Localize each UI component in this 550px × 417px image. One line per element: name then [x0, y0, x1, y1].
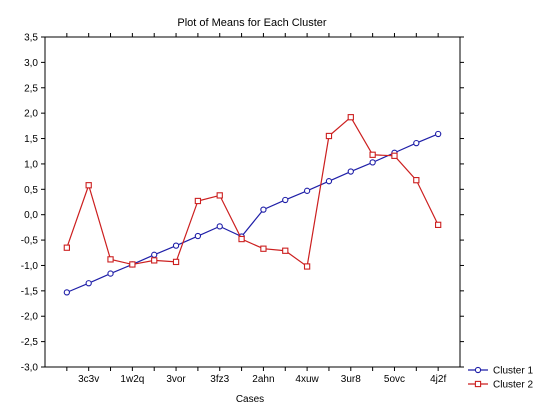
- x-axis: 3c3v 1w2q 3vor 3fz3 2ahn 4xuw 3ur8 5ovc 4j2f: [66, 33, 446, 385]
- y-tick-label: 0,5: [24, 185, 38, 196]
- x-axis-label: Cases: [236, 394, 264, 405]
- data-point-cluster-1: [172, 242, 180, 249]
- x-tick-label: 1w2q: [120, 374, 144, 385]
- data-point-cluster-2: [303, 263, 311, 270]
- data-point-cluster-1: [303, 187, 311, 194]
- data-point-cluster-2: [129, 261, 136, 268]
- series-line-1: [66, 133, 439, 293]
- data-point-cluster-1: [216, 223, 223, 230]
- data-point-cluster-2: [282, 247, 289, 254]
- x-tick-label: 4xuw: [295, 374, 319, 385]
- data-point-cluster-2: [347, 114, 354, 121]
- y-tick-label: 3,0: [24, 58, 38, 69]
- data-point-cluster-2: [369, 151, 376, 158]
- y-tick-label: 2,5: [24, 83, 38, 94]
- x-tick-label: 4j2f: [430, 374, 446, 385]
- data-point-cluster-2: [435, 221, 442, 228]
- data-point-cluster-1: [107, 270, 114, 277]
- data-point-cluster-1: [194, 232, 202, 240]
- legend-marker-2: [474, 380, 482, 388]
- legend-label-2: Cluster 2: [493, 380, 533, 391]
- y-tick-label: 1,5: [24, 134, 38, 145]
- y-tick-label: -0,5: [21, 236, 39, 247]
- x-tick-label: 5ovc: [384, 374, 405, 385]
- legend: Cluster 1 Cluster 2: [468, 366, 533, 391]
- data-point-cluster-2: [172, 258, 180, 266]
- data-point-cluster-2: [194, 197, 202, 205]
- series-line-2: [66, 116, 439, 268]
- y-tick-label: -1,5: [21, 286, 39, 297]
- data-point-cluster-1: [260, 206, 267, 213]
- data-point-cluster-1: [325, 178, 333, 185]
- data-point-cluster-2: [63, 244, 70, 251]
- plot-area: [44, 36, 461, 368]
- data-point-cluster-2: [85, 182, 92, 189]
- y-tick-label: 2,0: [24, 109, 38, 120]
- x-tick-label: 3c3v: [78, 374, 99, 385]
- data-point-cluster-2: [391, 152, 398, 159]
- x-tick-label: 3fz3: [210, 374, 229, 385]
- data-point-cluster-2: [107, 256, 114, 263]
- x-tick-label: 3ur8: [341, 374, 361, 385]
- data-point-cluster-2: [216, 192, 223, 199]
- data-point-cluster-1: [347, 168, 354, 175]
- data-point-cluster-2: [151, 257, 158, 264]
- series-layer: [63, 114, 442, 296]
- y-tick-label: 0,0: [24, 210, 38, 221]
- data-point-cluster-2: [260, 245, 267, 252]
- data-point-cluster-1: [435, 130, 442, 138]
- y-tick-label: -1,0: [21, 261, 39, 272]
- x-tick-label: 2ahn: [252, 374, 274, 385]
- data-point-cluster-1: [413, 139, 420, 147]
- data-point-cluster-1: [85, 280, 92, 287]
- data-point-cluster-2: [325, 132, 333, 140]
- data-point-cluster-1: [63, 289, 70, 296]
- data-point-cluster-1: [369, 159, 376, 166]
- data-point-cluster-2: [413, 177, 420, 184]
- data-point-cluster-1: [282, 196, 289, 204]
- y-axis: -3,0 -2,5 -2,0 -1,5 -1,0 -0,5 0,0 0,5 1,0 1,5 2,0 2…: [21, 33, 464, 374]
- chart-title: Plot of Means for Each Cluster: [177, 17, 327, 29]
- y-tick-label: 3,5: [24, 33, 38, 44]
- x-tick-label: 3vor: [166, 374, 186, 385]
- legend-marker-1: [474, 366, 482, 374]
- data-point-cluster-1: [151, 251, 158, 258]
- data-point-cluster-2: [238, 235, 245, 243]
- y-tick-label: -2,5: [21, 337, 39, 348]
- y-tick-label: 1,0: [24, 159, 38, 170]
- legend-label-1: Cluster 1: [493, 366, 533, 377]
- y-tick-label: -2,0: [21, 312, 39, 323]
- y-tick-label: -3,0: [21, 363, 39, 374]
